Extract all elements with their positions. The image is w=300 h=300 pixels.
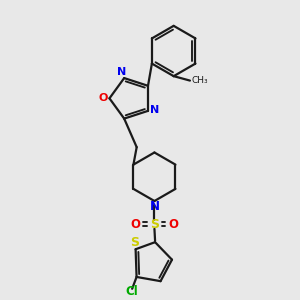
Text: N: N — [149, 200, 159, 213]
Text: Cl: Cl — [126, 285, 139, 298]
Text: CH₃: CH₃ — [191, 76, 208, 85]
Text: O: O — [98, 93, 108, 103]
Text: N: N — [117, 67, 126, 76]
Text: S: S — [150, 218, 159, 231]
Text: S: S — [130, 236, 139, 249]
Text: N: N — [150, 105, 159, 115]
Text: O: O — [130, 218, 140, 231]
Text: O: O — [168, 218, 178, 231]
